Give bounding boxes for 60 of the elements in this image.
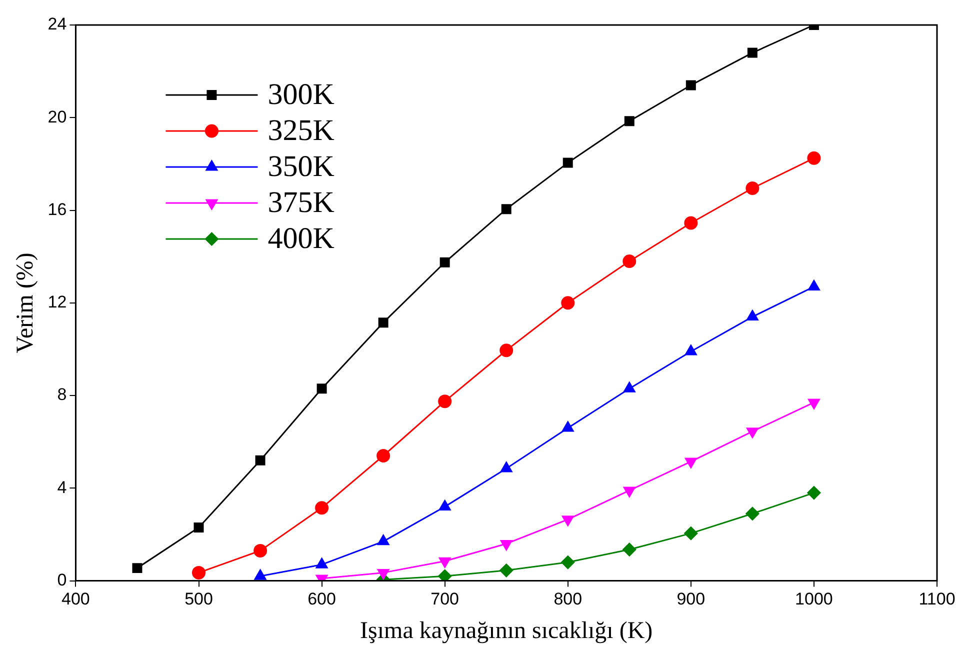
point	[622, 254, 636, 268]
y-tick-label: 8	[57, 385, 67, 404]
point	[378, 318, 388, 328]
point	[561, 296, 575, 310]
point	[316, 384, 327, 394]
point	[377, 534, 390, 546]
point	[376, 448, 390, 462]
point	[501, 204, 512, 214]
x-axis-title: Işıma kaynağının sıcaklığı (K)	[360, 618, 653, 644]
legend-label: 300K	[268, 78, 335, 111]
point	[132, 563, 142, 574]
y-tick-label: 0	[57, 570, 67, 590]
point	[255, 455, 266, 466]
x-tick-label: 600	[308, 590, 336, 609]
point	[561, 556, 575, 570]
point	[686, 80, 696, 90]
point	[316, 558, 328, 568]
point	[623, 382, 636, 392]
y-tick-label: 4	[57, 478, 67, 497]
y-tick-label: 12	[48, 292, 67, 312]
point	[254, 544, 268, 558]
point	[624, 116, 634, 126]
point	[500, 462, 512, 472]
point	[440, 257, 450, 268]
x-tick-label: 900	[676, 590, 706, 609]
point	[377, 568, 390, 580]
x-tick-label: 700	[430, 590, 460, 609]
point	[562, 421, 574, 432]
legend-label: 325K	[268, 114, 335, 147]
point	[500, 344, 514, 358]
x-tick-label: 500	[184, 590, 213, 609]
point	[562, 158, 573, 168]
point	[746, 310, 758, 321]
y-tick-label: 16	[48, 200, 67, 219]
point	[438, 394, 452, 408]
legend-label: 400K	[268, 222, 335, 255]
point	[438, 569, 452, 581]
point	[746, 506, 760, 520]
x-tick-label: 1000	[795, 590, 833, 609]
point	[684, 216, 698, 230]
y-tick-label: 24	[48, 14, 67, 34]
y-tick-label: 20	[48, 107, 67, 126]
point	[500, 540, 512, 550]
point	[747, 48, 758, 58]
x-tick-label: 400	[62, 590, 90, 609]
point	[807, 486, 821, 500]
point	[192, 566, 206, 580]
point	[500, 564, 514, 578]
x-tick-label: 1100	[918, 590, 956, 609]
point	[684, 526, 698, 540]
legend-label: 350K	[268, 150, 335, 183]
legend-label: 375K	[268, 186, 335, 219]
point	[746, 182, 760, 196]
point	[622, 542, 636, 556]
point	[194, 522, 204, 533]
x-tick-label: 800	[554, 590, 582, 609]
y-axis-title: Verim (%)	[12, 252, 39, 354]
point	[315, 501, 329, 515]
point	[807, 151, 821, 165]
point	[684, 344, 697, 356]
